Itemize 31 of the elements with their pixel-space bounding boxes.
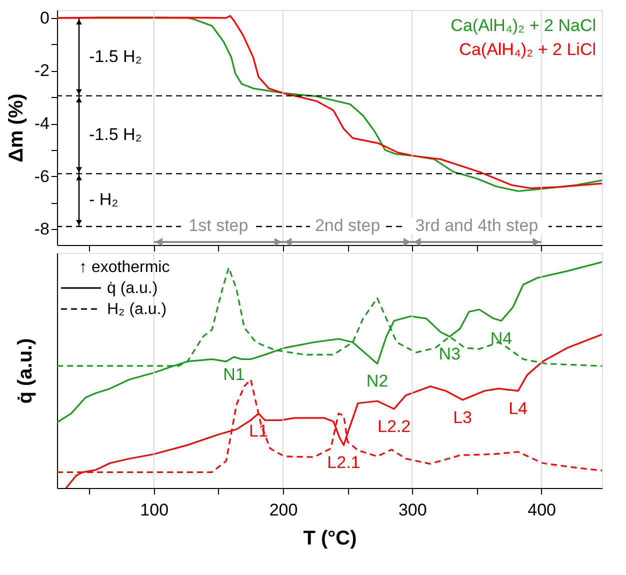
- annotation: N3: [438, 344, 460, 364]
- annotation: H₂ (a.u.): [107, 301, 167, 318]
- y-tick-label: -8: [34, 220, 50, 239]
- annotation: -1.5 H₂: [89, 46, 142, 66]
- y-tick-label: -2: [34, 61, 50, 80]
- x-tick-label: 100: [140, 500, 169, 520]
- annotation: - H₂: [89, 190, 118, 210]
- annotation: 1st step: [188, 216, 248, 235]
- annotation: ↑ exothermic: [79, 259, 170, 276]
- annotation: L4: [508, 398, 528, 418]
- x-tick-label: 200: [269, 500, 298, 520]
- y-axis-title: Δm (%): [5, 94, 28, 162]
- y-axis-title: q̇ (a.u.): [14, 338, 36, 404]
- annotation: N4: [490, 328, 512, 348]
- annotation: L3: [453, 408, 472, 427]
- annotation: L2.2: [378, 416, 411, 436]
- x-tick-label: 400: [528, 500, 556, 520]
- annotation: N1: [223, 364, 245, 384]
- annotation: 3rd and 4th step: [415, 216, 538, 235]
- annotation: q̇ (a.u.): [107, 280, 158, 297]
- x-axis-title: T (°C): [303, 528, 357, 550]
- y-tick-label: -6: [34, 166, 50, 186]
- annotation: N2: [366, 372, 388, 391]
- annotation: L2.1: [327, 453, 360, 472]
- annotation: -1.5 H₂: [89, 124, 142, 144]
- text: Ca(AlH₄)₂ + 2 NaCl: [450, 16, 596, 35]
- y-tick-label: -4: [34, 114, 50, 134]
- text: Ca(AlH₄)₂ + 2 LiCl: [459, 40, 596, 59]
- y-tick-label: 0: [40, 8, 50, 28]
- x-tick-label: 300: [398, 500, 427, 520]
- annotation: 2nd step: [314, 216, 380, 235]
